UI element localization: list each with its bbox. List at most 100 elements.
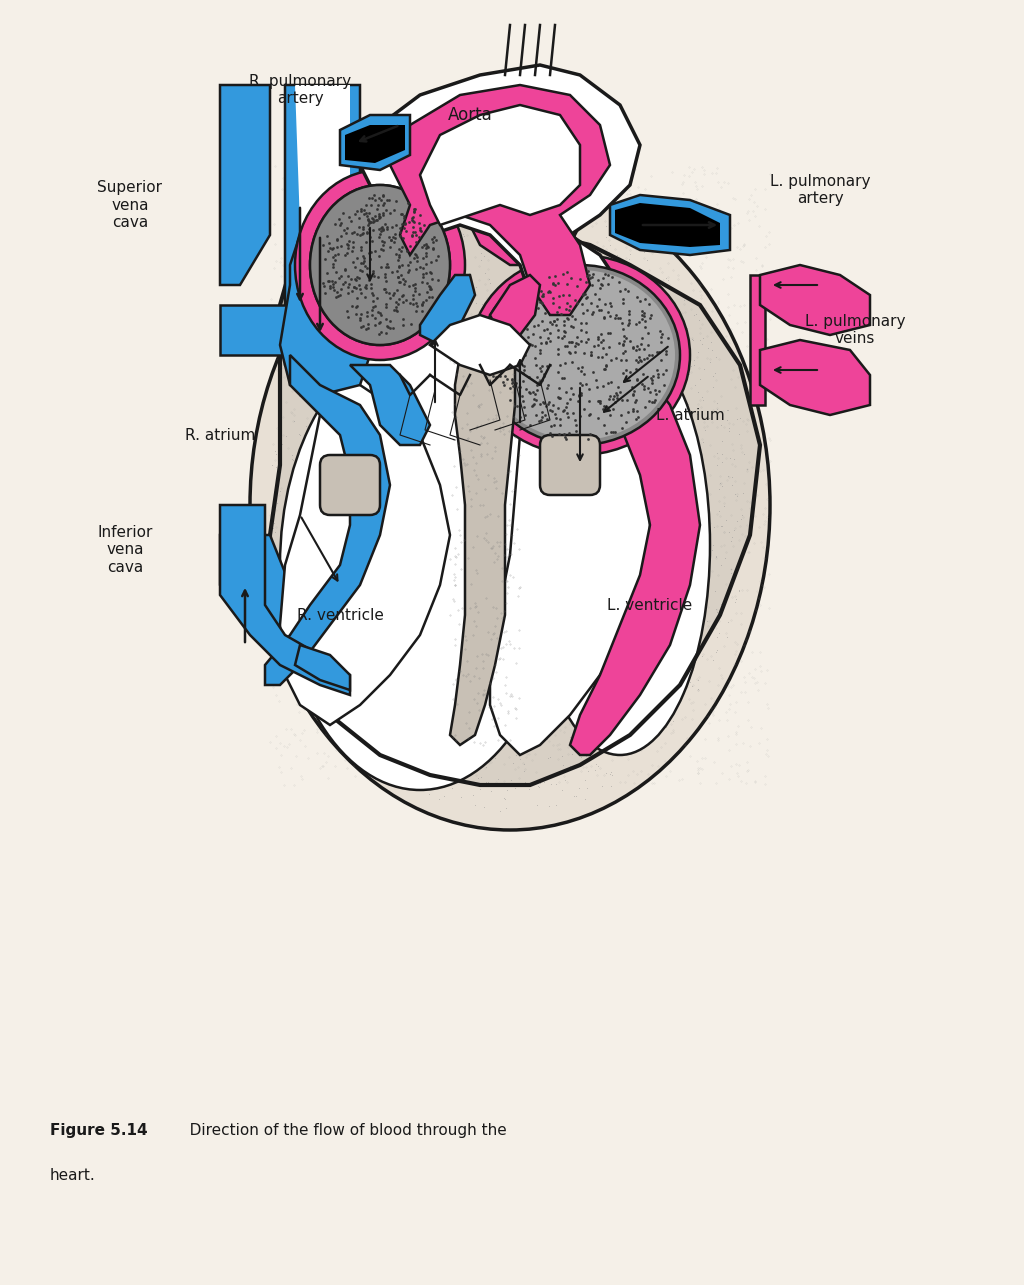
Point (382, 311, 398, 332)
Point (403, 595, 420, 616)
Point (387, 227, 403, 248)
Point (571, 756, 588, 776)
Point (371, 247, 387, 267)
Point (395, 592, 412, 613)
Point (551, 321, 567, 342)
Point (625, 338, 641, 359)
Point (349, 472, 366, 492)
Point (500, 687, 516, 708)
Point (541, 280, 557, 301)
Point (674, 562, 690, 582)
Point (403, 450, 420, 470)
Point (407, 244, 423, 265)
Point (521, 541, 538, 562)
Point (341, 362, 357, 383)
Point (586, 736, 602, 757)
Point (601, 388, 617, 409)
Point (657, 667, 674, 687)
Point (327, 245, 343, 266)
Point (546, 544, 562, 564)
Point (485, 511, 502, 532)
Point (637, 311, 653, 332)
Point (503, 311, 519, 332)
Point (573, 361, 590, 382)
Point (553, 303, 569, 324)
Point (542, 355, 558, 375)
Point (423, 262, 439, 283)
Point (537, 320, 553, 341)
Point (537, 405, 553, 425)
Point (719, 400, 735, 420)
Point (583, 293, 599, 314)
Point (563, 380, 580, 401)
Point (510, 403, 526, 424)
Point (434, 658, 451, 678)
Point (463, 741, 479, 762)
Point (558, 382, 574, 402)
Point (550, 338, 566, 359)
Point (504, 370, 520, 391)
Point (608, 347, 625, 368)
Point (689, 555, 706, 576)
Point (600, 323, 616, 343)
Point (395, 727, 412, 748)
Point (330, 698, 346, 718)
Point (682, 671, 698, 691)
Point (360, 270, 377, 290)
Point (382, 288, 398, 308)
Point (607, 421, 624, 442)
Point (665, 314, 681, 334)
Point (630, 604, 646, 625)
Point (404, 211, 421, 231)
Point (351, 279, 368, 299)
Point (395, 292, 412, 312)
Point (391, 257, 408, 278)
Point (309, 350, 326, 370)
Point (608, 568, 625, 589)
Point (708, 547, 724, 568)
Point (374, 231, 390, 252)
Point (518, 307, 535, 328)
Point (395, 284, 412, 305)
Point (524, 334, 541, 355)
Point (314, 272, 331, 293)
Point (414, 253, 430, 274)
Point (333, 213, 349, 234)
Point (341, 207, 357, 227)
Point (709, 607, 725, 627)
Point (408, 233, 424, 253)
Point (418, 254, 434, 275)
Point (347, 455, 364, 475)
Point (343, 378, 359, 398)
Polygon shape (615, 203, 720, 247)
Point (641, 391, 657, 411)
Point (521, 510, 538, 531)
Point (496, 209, 512, 230)
Point (532, 341, 549, 361)
Point (479, 226, 496, 247)
Point (485, 240, 502, 261)
Point (350, 217, 367, 238)
Point (449, 457, 465, 478)
Point (358, 233, 375, 253)
Text: Figure 5.14: Figure 5.14 (50, 1123, 147, 1137)
Ellipse shape (280, 341, 560, 790)
Point (392, 225, 409, 245)
Point (679, 465, 695, 486)
Point (534, 406, 550, 427)
Point (485, 538, 502, 559)
Point (637, 289, 653, 310)
Point (480, 567, 497, 587)
Point (361, 450, 378, 470)
Point (622, 681, 638, 702)
Point (462, 359, 478, 379)
Point (539, 356, 555, 377)
Point (607, 305, 624, 325)
Point (633, 334, 649, 355)
Point (527, 389, 544, 410)
Point (615, 254, 632, 275)
Point (400, 260, 417, 280)
Point (580, 450, 596, 470)
Point (499, 780, 515, 801)
Point (565, 504, 582, 524)
